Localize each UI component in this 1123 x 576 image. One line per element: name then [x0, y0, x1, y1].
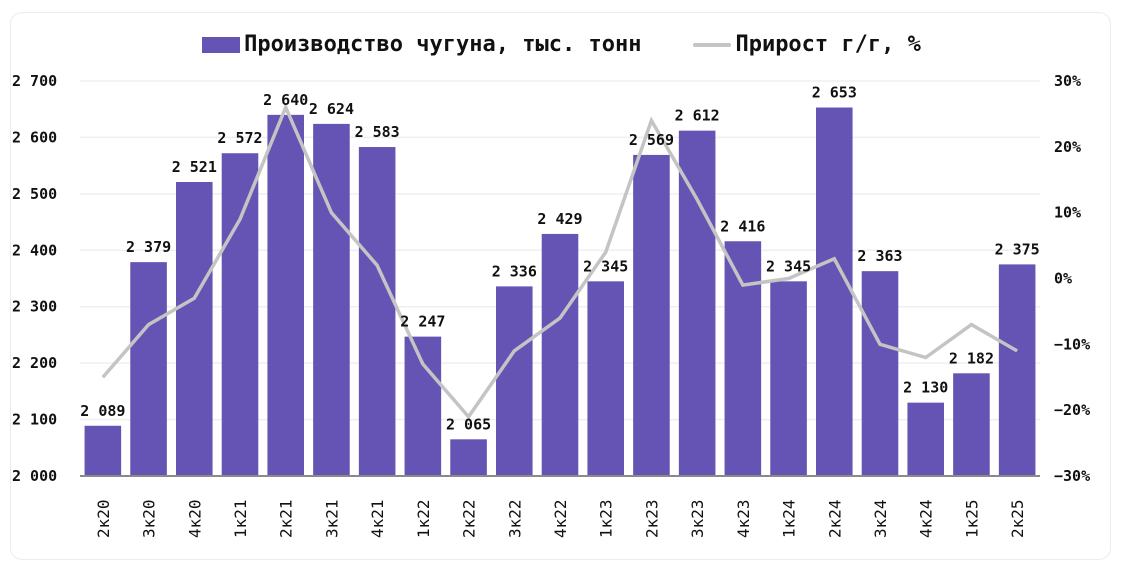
bar	[907, 402, 944, 476]
x-axis-tick: 1к24	[780, 499, 799, 538]
x-axis-tick: 1к25	[962, 499, 981, 538]
bar-value-label: 2 375	[995, 240, 1040, 258]
line-swatch-icon	[693, 42, 732, 47]
bar	[541, 233, 579, 476]
right-axis-tick: −30%	[1054, 467, 1090, 485]
right-axis-tick: 30%	[1054, 72, 1081, 90]
bar	[770, 281, 807, 476]
bar	[633, 154, 670, 476]
bar	[130, 262, 167, 476]
bar	[450, 439, 487, 476]
x-axis-tick: 4к21	[368, 499, 387, 538]
legend-item-production: Производство чугуна, тыс. тонн	[202, 32, 641, 57]
bar	[404, 336, 442, 476]
legend-item-growth: Прирост г/г, %	[693, 32, 921, 57]
x-axis-tick: 2к25	[1008, 499, 1027, 538]
x-axis-tick: 2к22	[460, 499, 479, 538]
left-axis-tick: 2 300	[12, 298, 57, 316]
bar-value-label: 2 363	[857, 247, 902, 265]
left-axis-tick: 2 200	[12, 354, 57, 372]
x-axis-tick: 1к23	[597, 499, 616, 538]
bar-value-label: 2 569	[629, 131, 674, 149]
bar-value-label: 2 612	[675, 107, 720, 125]
right-axis-tick: 10%	[1054, 204, 1081, 222]
bar	[267, 114, 304, 476]
bar-value-label: 2 345	[766, 257, 811, 275]
x-axis-tick: 1к21	[231, 499, 250, 538]
bar-value-label: 2 345	[583, 257, 628, 275]
bar	[953, 373, 990, 476]
bar	[358, 147, 396, 476]
x-axis-tick: 2к21	[277, 499, 296, 538]
bar-value-label: 2 065	[446, 415, 491, 433]
x-axis-tick: 1к22	[414, 499, 433, 538]
bar	[84, 425, 122, 476]
bar-value-label: 2 089	[80, 402, 125, 420]
bar-value-label: 2 182	[949, 349, 994, 367]
bar-series	[84, 107, 1036, 477]
x-axis-tick: 4к22	[551, 499, 570, 538]
bar-value-label: 2 653	[812, 84, 857, 102]
legend-label-production: Производство чугуна, тыс. тонн	[244, 32, 642, 57]
left-axis-ticks: 2 000 2 100 2 200 2 300 2 400 2 500 2 600 2 700	[12, 72, 57, 485]
line-series	[101, 102, 1019, 420]
bar-value-label: 2 130	[903, 379, 948, 397]
bar	[678, 130, 716, 476]
legend-label-growth: Прирост г/г, %	[735, 32, 921, 57]
bar-value-label: 2 379	[126, 238, 171, 256]
bar-value-label: 2 429	[537, 210, 582, 228]
bar	[221, 153, 259, 476]
bar	[998, 264, 1036, 476]
bar	[861, 271, 899, 476]
left-axis-tick: 2 500	[12, 185, 57, 203]
x-axis-tick: 3к24	[871, 499, 890, 538]
bar	[496, 286, 533, 476]
x-axis-tick: 3к23	[688, 499, 707, 538]
left-axis-tick: 2 100	[12, 411, 57, 429]
bar-value-label: 2 572	[217, 129, 262, 147]
bar	[724, 241, 762, 476]
x-axis-tick: 3к22	[505, 499, 524, 538]
x-axis-tick: 2к23	[642, 499, 661, 538]
bar-value-label: 2 521	[172, 158, 217, 176]
bar	[176, 182, 213, 476]
bar-value-label: 2 640	[263, 91, 308, 109]
left-axis-tick: 2 400	[12, 241, 57, 259]
right-axis-ticks: −30% −20% −10% 0% 10% 20% 30%	[1054, 72, 1090, 485]
x-axis-tick: 4к23	[734, 499, 753, 538]
bar-swatch-icon	[202, 36, 241, 53]
chart-legend: Производство чугуна, тыс. тонн Прирост г…	[0, 32, 1123, 57]
left-axis-tick: 2 700	[12, 72, 57, 90]
right-axis-tick: −10%	[1054, 335, 1090, 353]
x-axis-tick: 3к20	[140, 499, 159, 538]
x-axis-tick: 2к24	[825, 499, 844, 538]
bar-value-label: 2 624	[309, 100, 354, 118]
x-axis-tick: 2к20	[94, 499, 113, 538]
bar-value-label: 2 247	[400, 313, 445, 331]
x-axis: 2к20 3к20 4к20 1к21 2к21 3к21 4к21 1к22 2к22 3к22…	[80, 475, 1040, 538]
right-axis-tick: 20%	[1054, 138, 1081, 156]
x-axis-tick: 4к20	[185, 499, 204, 538]
x-axis-tick: 4к24	[917, 499, 936, 538]
right-axis-tick: 0%	[1054, 270, 1072, 288]
left-axis-tick: 2 600	[12, 128, 57, 146]
growth-line	[101, 102, 1019, 420]
right-axis-tick: −20%	[1054, 401, 1090, 419]
bar	[816, 107, 853, 477]
bar	[313, 123, 350, 476]
bar	[587, 281, 624, 476]
bar-value-label: 2 583	[355, 123, 400, 141]
bar-value-label: 2 416	[720, 217, 765, 235]
x-axis-tick: 3к21	[322, 499, 341, 538]
left-axis-tick: 2 000	[12, 467, 57, 485]
bar-value-label: 2 336	[492, 262, 537, 280]
